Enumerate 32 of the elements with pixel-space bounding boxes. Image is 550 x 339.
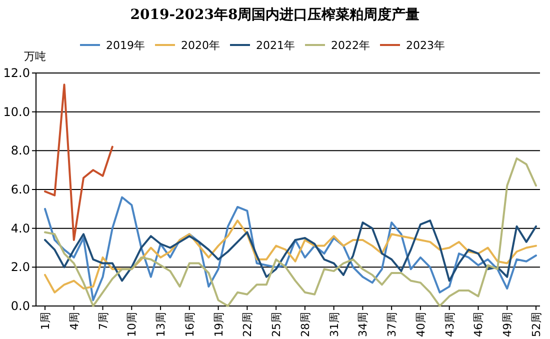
x-tick-label: 52周 xyxy=(530,312,543,337)
x-tick-label: 37周 xyxy=(386,312,399,337)
legend-label: 2022年 xyxy=(331,39,370,52)
legend-label: 2023年 xyxy=(406,39,445,52)
x-tick-label: 10周 xyxy=(126,312,139,337)
x-tick-label: 1周 xyxy=(39,312,52,330)
x-tick-label: 34周 xyxy=(356,312,370,337)
x-tick-label: 49周 xyxy=(501,312,514,337)
x-tick-label: 25周 xyxy=(270,312,284,337)
chart-title: 2019-2023年8周国内进口压榨菜粕周度产量 xyxy=(130,6,420,23)
legend-label: 2021年 xyxy=(256,39,295,52)
x-tick-label: 46周 xyxy=(472,312,486,337)
x-tick-label: 4周 xyxy=(68,312,81,330)
y-tick-label: 8.0 xyxy=(10,144,30,158)
x-tick-label: 40周 xyxy=(414,312,428,337)
y-tick-label: 2.0 xyxy=(10,260,30,274)
y-tick-label: 6.0 xyxy=(10,182,30,196)
legend-label: 2020年 xyxy=(181,39,220,52)
y-axis-title: 万吨 xyxy=(24,50,46,63)
x-tick-label: 22周 xyxy=(241,312,254,337)
y-tick-label: 12.0 xyxy=(3,66,30,80)
x-tick-label: 7周 xyxy=(96,312,110,330)
x-tick-label: 16周 xyxy=(183,312,196,337)
x-tick-label: 28周 xyxy=(298,312,312,337)
x-tick-label: 13周 xyxy=(154,312,168,337)
y-tick-label: 4.0 xyxy=(10,221,30,236)
x-tick-label: 31周 xyxy=(328,312,341,337)
y-tick-label: 0.0 xyxy=(10,299,30,313)
x-tick-label: 19周 xyxy=(212,312,226,337)
y-tick-label: 10.0 xyxy=(3,104,30,119)
legend-label: 2019年 xyxy=(106,39,145,52)
x-tick-label: 43周 xyxy=(443,312,456,337)
